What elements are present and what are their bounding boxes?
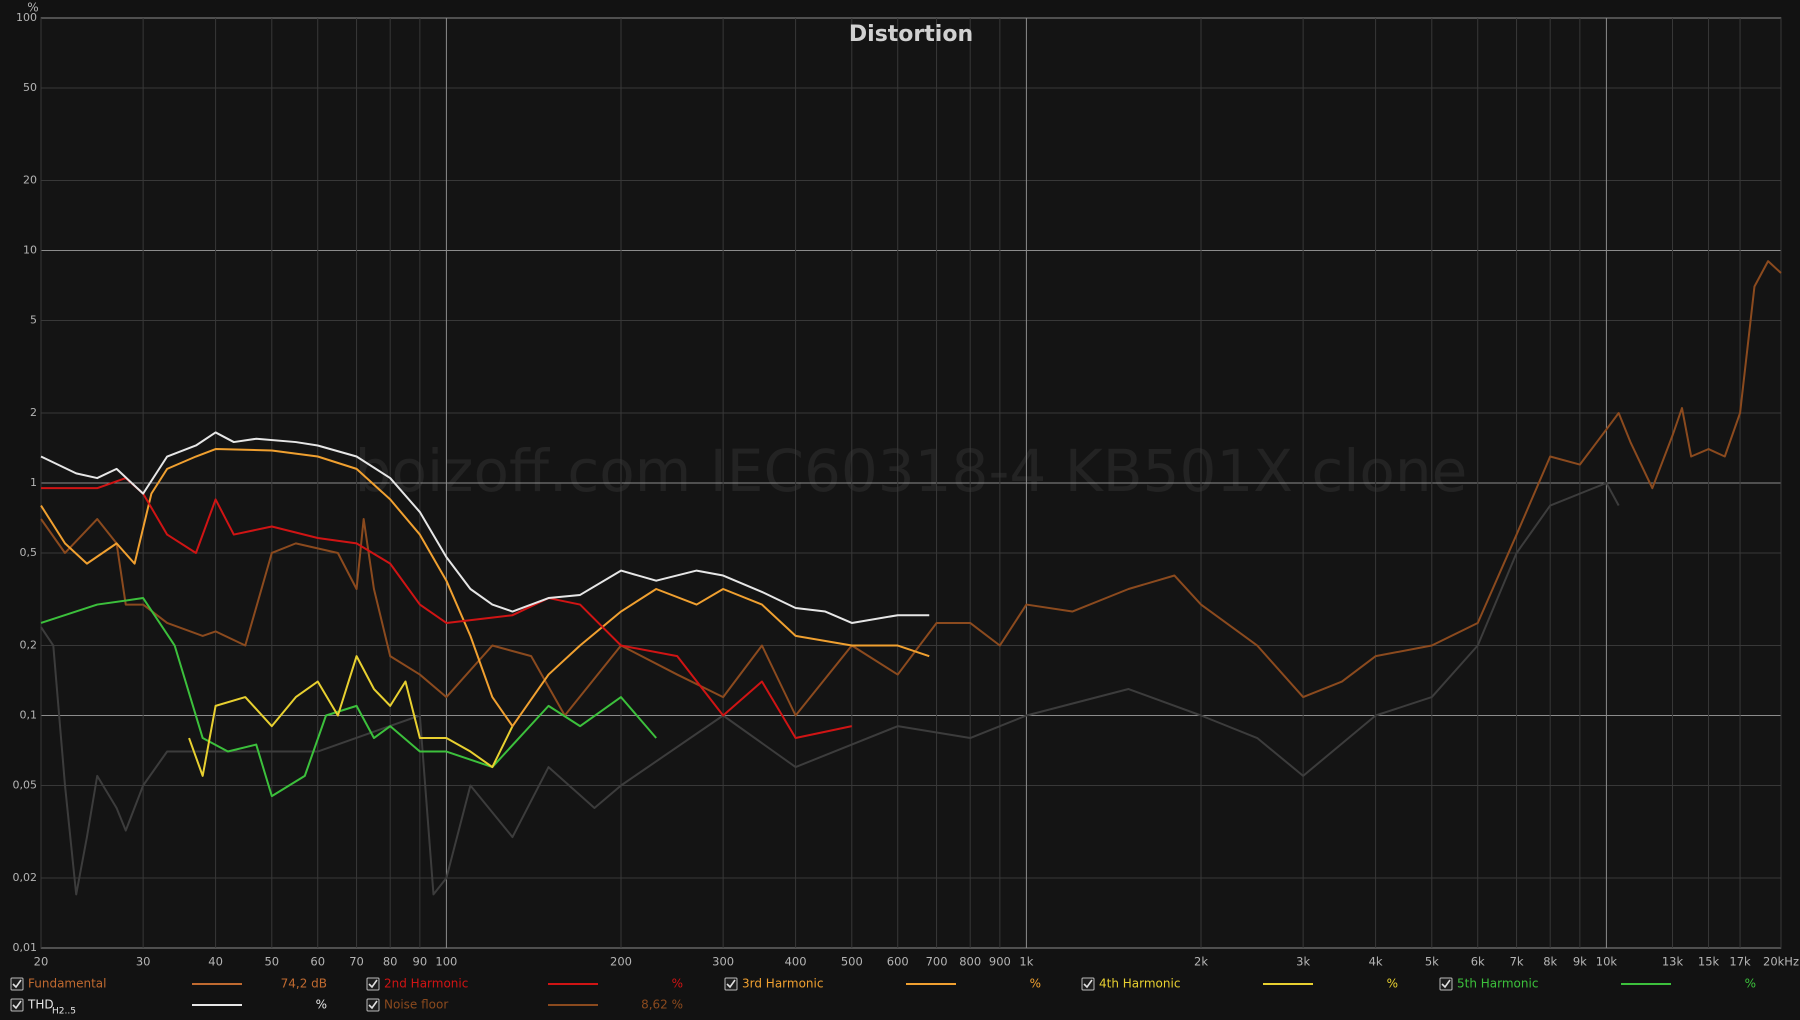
y-tick-label: 2 [30,406,37,419]
x-tick-label: 70 [349,955,364,969]
x-tick-label: 5k [1425,955,1439,969]
series-line [40,431,930,624]
series-line [40,260,1782,717]
x-tick-label: 4k [1369,955,1383,969]
legend-value: % [1387,977,1398,991]
x-tick-label: 600 [887,955,909,969]
legend-label: THD [27,998,54,1012]
x-tick-label: 90 [413,955,428,969]
x-tick-label: 900 [989,955,1011,969]
series-line [40,482,1620,896]
x-tick-label: 2k [1194,955,1208,969]
series-line [41,477,853,740]
x-tick-label: 17k [1729,955,1751,969]
x-tick-label: 30 [136,955,151,969]
checkbox-check [12,979,22,989]
legend-label: 4th Harmonic [1099,977,1180,991]
legend-label: 3rd Harmonic [742,977,823,991]
y-tick-label: 50 [23,81,37,94]
legend-value: % [672,977,683,991]
checkbox-check [368,979,378,989]
checkbox[interactable] [366,998,380,1012]
y-tick-label: 5 [30,313,37,326]
legend-value: 8,62 % [641,998,683,1012]
checkbox[interactable] [1439,977,1453,991]
y-tick-label: 10 [23,244,37,257]
x-tick-label: 100 [435,955,457,969]
x-tick-label: 9k [1573,955,1587,969]
y-tick-label: 0,5 [20,546,38,559]
checkbox[interactable] [10,998,24,1012]
x-tick-label: 50 [264,955,279,969]
x-tick-label: 60 [310,955,325,969]
checkbox-check [726,979,736,989]
checkbox[interactable] [10,977,24,991]
x-tick-label: 8k [1543,955,1557,969]
y-tick-label: 0,2 [20,639,38,652]
legend-label-sub: H2..5 [52,1007,76,1017]
y-unit: % [27,1,38,15]
y-tick-label: 1 [30,476,37,489]
checkbox[interactable] [724,977,738,991]
x-tick-label: 3k [1296,955,1310,969]
y-tick-label: 0,1 [20,709,38,722]
checkbox-check [1441,979,1451,989]
checkbox[interactable] [1081,977,1095,991]
checkbox-check [12,1000,22,1010]
x-tick-label: 300 [712,955,734,969]
y-tick-label: 0,02 [13,871,38,884]
chart-title: Distortion [849,22,973,47]
x-tick-label: 700 [926,955,948,969]
x-tick-label: 400 [785,955,807,969]
x-tick-label: 20kHz [1763,955,1799,969]
x-tick-label: 6k [1471,955,1485,969]
x-tick-label: 40 [208,955,223,969]
x-tick-label: 80 [383,955,398,969]
y-tick-label: 100 [16,11,37,24]
x-tick-label: 200 [610,955,632,969]
y-tick-label: 0,01 [13,941,38,954]
legend-value: % [316,998,327,1012]
legend-label: 2nd Harmonic [384,977,468,991]
y-tick-label: 20 [23,174,37,187]
legend-label: 5th Harmonic [1457,977,1538,991]
x-tick-label: 20 [34,955,49,969]
watermark: boizoff.com IEC60318-4 KB501X clone [355,437,1468,505]
checkbox-check [368,1000,378,1010]
x-tick-label: 15k [1698,955,1720,969]
x-tick-label: 10k [1596,955,1618,969]
y-tick-label: 0,05 [13,778,38,791]
x-tick-label: 1k [1019,955,1033,969]
x-tick-label: 13k [1662,955,1684,969]
checkbox[interactable] [366,977,380,991]
series-line [40,597,657,798]
legend-label: Noise floor [384,998,448,1012]
series-line [188,655,514,777]
legend-label: Fundamental [28,977,107,991]
checkbox-check [1083,979,1093,989]
legend-value: % [1030,977,1041,991]
legend-value: % [1745,977,1756,991]
series-line [40,448,930,728]
x-tick-label: 800 [959,955,981,969]
x-tick-label: 7k [1510,955,1524,969]
legend-value: 74,2 dB [281,977,327,991]
x-tick-label: 500 [841,955,863,969]
